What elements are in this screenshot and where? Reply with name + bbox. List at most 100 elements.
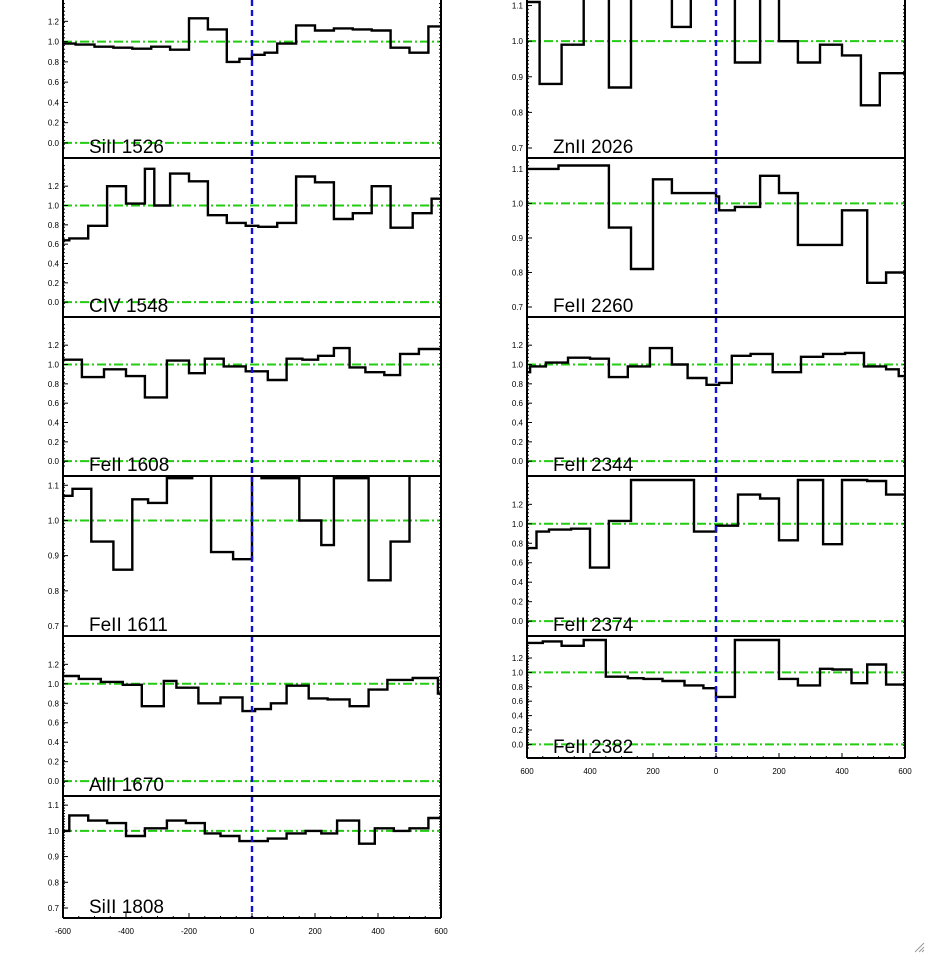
ion-label-siii-1808: SiII 1808: [89, 897, 164, 918]
spectrum-trace: [63, 17, 441, 64]
panel-feii-2374: 0.0 0.2 0.4 0.6 0.8 1.0 1.2 FeII 2374: [512, 475, 906, 637]
y-tick-label: 0.8: [512, 683, 524, 692]
panel-feii-2260: 0.7 0.8 0.9 1.0 1.1 FeII 2260: [512, 157, 906, 318]
y-tick-label: 0.6: [48, 719, 60, 728]
y-tick-label: 0.7: [48, 904, 60, 913]
spectrum-trace: [527, 478, 905, 569]
y-tick-label: 1.0: [48, 361, 60, 370]
y-tick-label: 1.1: [512, 2, 524, 11]
y-tick-label: 0.2: [48, 119, 60, 128]
y-tick-label: 1.2: [512, 341, 524, 350]
y-tick-label: 1.0: [512, 520, 524, 529]
y-tick-label: 0.9: [48, 853, 60, 862]
y-tick-label: 0.2: [512, 438, 524, 447]
x-tick-label: 0: [714, 767, 719, 776]
panel-siii-1808: 0.7 0.8 0.9 1.0 1.1 SiII 1808: [48, 795, 442, 919]
ion-label-feii-2260: FeII 2260: [553, 296, 633, 317]
y-tick-label: 1.1: [48, 801, 60, 810]
panel-feii-2382: 0.0 0.2 0.4 0.6 0.8 1.0 1.2 FeII 2382: [512, 635, 906, 759]
spectrum-trace: [527, 346, 905, 386]
y-tick-label: 1.1: [48, 481, 60, 490]
ion-label-feii-2382: FeII 2382: [553, 737, 633, 758]
ion-label-feii-2374: FeII 2374: [553, 615, 634, 636]
x-tick-label: 200: [308, 927, 322, 936]
spectrum-trace: [63, 167, 441, 242]
y-tick-label: 0.2: [48, 438, 60, 447]
panel-alii-1670: 0.0 0.2 0.4 0.6 0.8 1.0 1.2 AlII 1670: [48, 635, 442, 797]
y-tick-label: 1.2: [512, 654, 524, 663]
y-tick-label: 0.4: [48, 260, 60, 269]
ion-label-feii-1611: FeII 1611: [89, 615, 168, 636]
y-tick-label: 0.8: [48, 878, 60, 887]
y-tick-label: 1.2: [48, 17, 60, 26]
panel-znii-2026: 0.7 0.8 0.9 1.0 1.1 ZnII 2026: [512, 0, 906, 159]
x-tick-label: 200: [646, 767, 660, 776]
spectrum-trace: [527, 164, 905, 284]
y-tick-label: 0.4: [48, 738, 60, 747]
y-tick-label: 0.9: [512, 73, 524, 82]
y-tick-label: 0.4: [512, 419, 524, 428]
y-tick-label: 0.9: [512, 234, 524, 243]
x-tick-label: 600: [434, 927, 448, 936]
x-tick-label: 400: [835, 767, 849, 776]
panel-layer: 0.0 0.2 0.4 0.6 0.8 1.0 1.2 SiII 1526 0.0 0.2 0.4 0…: [48, 0, 912, 936]
y-tick-label: 1.2: [48, 182, 60, 191]
y-tick-label: 0.6: [48, 240, 60, 249]
y-tick-label: 1.0: [512, 361, 524, 370]
x-tick-label: 200: [772, 767, 786, 776]
y-tick-label: 0.0: [512, 617, 524, 626]
resize-grip-icon[interactable]: [913, 941, 925, 953]
y-tick-label: 0.4: [48, 98, 60, 107]
y-tick-label: 0.8: [48, 587, 60, 596]
x-tick-label: 600: [898, 767, 912, 776]
y-tick-label: 0.7: [512, 303, 524, 312]
y-tick-label: 0.8: [48, 699, 60, 708]
y-tick-label: 0.4: [512, 712, 524, 721]
y-tick-label: 0.0: [48, 777, 60, 786]
y-tick-label: 0.4: [512, 578, 524, 587]
y-tick-label: 0.0: [512, 457, 524, 466]
y-tick-label: 1.2: [512, 500, 524, 509]
y-tick-label: 0.6: [512, 697, 524, 706]
x-tick-label: -600: [55, 927, 72, 936]
ion-label-feii-1608: FeII 1608: [89, 455, 169, 476]
spectrum-trace: [527, 0, 905, 107]
y-tick-label: 0.8: [512, 268, 524, 277]
ion-label-siii-1526: SiII 1526: [89, 137, 164, 158]
y-tick-label: 1.0: [48, 827, 60, 836]
y-tick-label: 0.8: [512, 539, 524, 548]
x-tick-label: -200: [181, 927, 198, 936]
y-tick-label: 1.1: [512, 165, 524, 174]
y-tick-label: 0.6: [48, 78, 60, 87]
spectrum-trace: [527, 638, 905, 699]
y-tick-label: 0.6: [512, 399, 524, 408]
y-tick-label: 0.8: [512, 380, 524, 389]
y-tick-label: 0.4: [48, 419, 60, 428]
x-tick-label: 400: [371, 927, 385, 936]
y-tick-label: 0.2: [48, 758, 60, 767]
y-tick-label: 1.0: [512, 199, 524, 208]
y-tick-label: 0.0: [512, 740, 524, 749]
x-tick-label: 400: [583, 767, 597, 776]
x-tick-label: 0: [250, 927, 255, 936]
y-tick-label: 0.6: [48, 399, 60, 408]
panel-civ-1548: 0.0 0.2 0.4 0.6 0.8 1.0 1.2 CIV 1548: [48, 157, 442, 318]
y-tick-label: 1.0: [512, 37, 524, 46]
ion-label-znii-2026: ZnII 2026: [553, 137, 633, 158]
x-axis-right: 600 400 200 0 200 400 600: [520, 753, 912, 776]
y-tick-label: 0.2: [512, 598, 524, 607]
y-tick-label: 0.0: [48, 457, 60, 466]
y-tick-label: 1.2: [48, 341, 60, 350]
x-tick-label: -400: [118, 927, 135, 936]
y-tick-label: 0.8: [48, 380, 60, 389]
panel-feii-2344: 0.0 0.2 0.4 0.6 0.8 1.0 1.2 FeII 2344: [512, 316, 906, 477]
panel-feii-1611: 0.7 0.8 0.9 1.0 1.1 FeII 1611: [48, 475, 442, 637]
y-tick-label: 0.7: [48, 622, 60, 631]
spectrum-trace: [63, 674, 441, 713]
y-tick-label: 0.9: [48, 552, 60, 561]
y-tick-label: 1.0: [48, 38, 60, 47]
y-tick-label: 0.8: [512, 108, 524, 117]
y-tick-label: 1.0: [48, 516, 60, 525]
spectrum-trace: [63, 476, 411, 582]
